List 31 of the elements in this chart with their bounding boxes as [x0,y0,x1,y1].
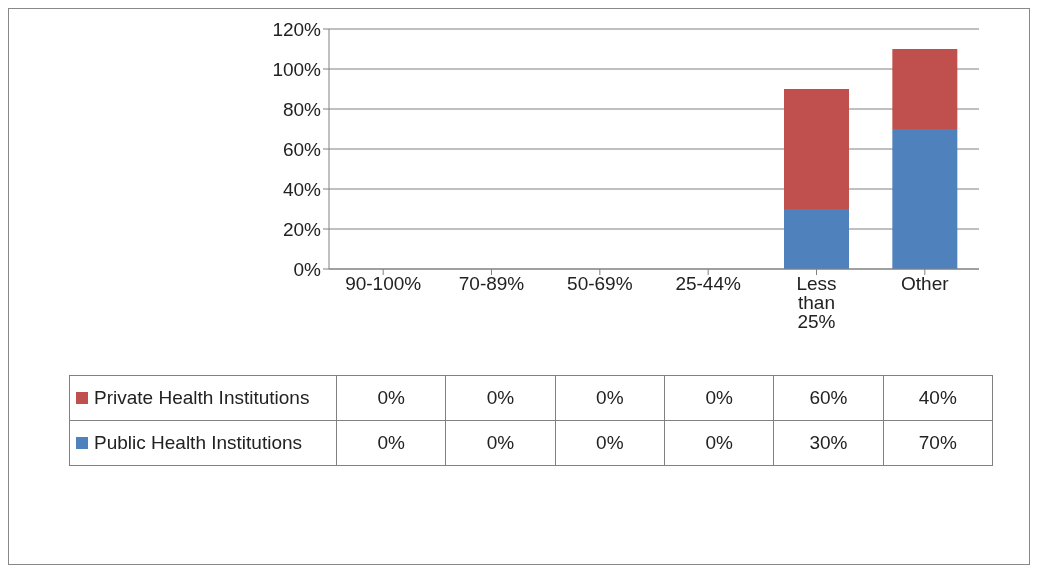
data-label: 0% [664,375,774,421]
y-tick-label: 60% [282,138,322,160]
x-tick-label: Other [901,273,950,295]
y-tick-label: 100% [272,58,322,80]
data-label: 30% [773,420,884,466]
data-label: 0% [445,375,556,421]
data-label: 0% [445,420,556,466]
bar [892,49,958,129]
y-tick-label: 40% [282,178,322,200]
data-label: 0% [664,420,774,466]
y-tick-label: 120% [272,18,322,40]
data-label: 0% [555,375,665,421]
bar [784,89,849,209]
legend-label: Public Health Institutions [69,420,337,466]
x-tick-label: 25-44% [675,273,742,295]
x-tick-label: 50-69% [567,273,633,295]
y-tick-label: 0% [293,258,322,280]
data-label: 0% [336,375,446,421]
bar [892,129,958,269]
y-tick-label: 80% [282,98,322,120]
y-tick-label: 20% [282,218,322,240]
x-tick-label: 70-89% [458,273,525,295]
data-label: 70% [883,420,993,466]
data-label: 40% [883,375,993,421]
legend-label: Private Health Institutions [69,375,337,421]
x-tick-label: 90-100% [345,273,422,295]
data-label: 0% [336,420,446,466]
bar [784,209,849,269]
data-label: 0% [555,420,665,466]
data-label: 60% [773,375,884,421]
x-tick-label: Less than 25% [796,273,837,333]
